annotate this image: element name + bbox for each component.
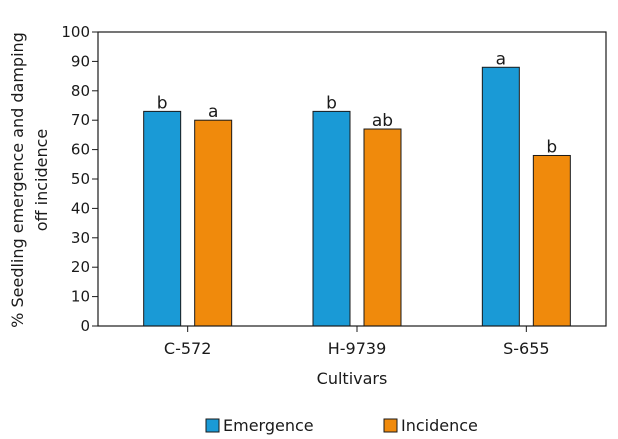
data-label-incidence-h-9739: ab <box>372 111 393 131</box>
y-tick-label-70: 70 <box>71 111 90 129</box>
bar-emergence-s-655 <box>481 66 520 327</box>
bar-incidence-h-9739 <box>363 128 402 327</box>
y-tick-label-80: 80 <box>71 82 90 100</box>
y-tick-label-100: 100 <box>61 23 90 41</box>
legend-label-emergence: Emergence <box>223 416 314 435</box>
y-axis-ticks: 0 10 20 30 40 50 60 70 80 90 100 <box>61 23 98 335</box>
data-label-emergence-h-9739: b <box>326 93 337 113</box>
x-tick-label-c-572: C-572 <box>164 339 211 358</box>
y-tick-label-50: 50 <box>71 170 90 188</box>
y-tick-label-30: 30 <box>71 229 90 247</box>
legend-swatch-emergence <box>205 418 220 433</box>
y-tick-label-40: 40 <box>71 199 90 217</box>
legend-label-incidence: Incidence <box>401 416 478 435</box>
bar-incidence-s-655 <box>532 154 571 327</box>
y-tick-label-10: 10 <box>71 288 90 306</box>
axes <box>97 31 607 327</box>
x-axis-categories: C-572 H-9739 S-655 <box>164 326 550 358</box>
x-tick-label-h-9739: H-9739 <box>328 339 387 358</box>
y-axis-title-line-2: off incidence <box>32 129 51 232</box>
plot-frame <box>97 31 607 327</box>
y-tick-label-60: 60 <box>71 141 90 159</box>
legend-swatch-incidence <box>383 418 398 433</box>
y-axis-title: % Seedling emergence and damping off inci… <box>8 32 51 328</box>
data-label-emergence-s-655: a <box>496 49 506 69</box>
y-tick-label-0: 0 <box>80 317 90 335</box>
data-label-emergence-c-572: b <box>157 93 168 113</box>
y-tick-label-90: 90 <box>71 52 90 70</box>
x-tick-label-s-655: S-655 <box>503 339 549 358</box>
data-label-incidence-s-655: b <box>546 137 557 157</box>
x-axis-title: Cultivars <box>317 369 388 388</box>
y-axis-title-line-1: % Seedling emergence and damping <box>8 32 27 328</box>
y-tick-label-20: 20 <box>71 258 90 276</box>
legend: Emergence Incidence <box>205 416 478 435</box>
bar-emergence-c-572 <box>143 110 182 327</box>
bar-emergence-h-9739 <box>312 110 351 327</box>
data-label-incidence-c-572: a <box>208 102 218 122</box>
bar-incidence-c-572 <box>194 119 233 327</box>
